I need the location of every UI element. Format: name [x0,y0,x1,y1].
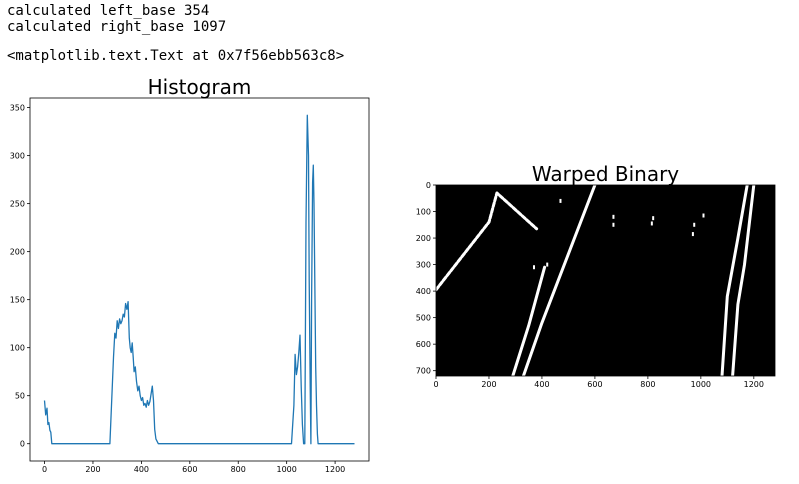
warped-xtick-label: 0 [433,380,438,389]
warped-xtick-label: 200 [481,380,496,389]
histogram-ytick-label: 100 [10,344,25,353]
histogram-xtick-label: 800 [231,465,246,474]
warped-ytick-label: 400 [416,287,431,296]
histogram-xtick-label: 1200 [325,465,345,474]
warped-ytick-label: 0 [426,181,431,190]
output-line-left-base: calculated left_base 354 [7,3,210,19]
output-text-repr: <matplotlib.text.Text at 0x7f56ebb563c8> [7,48,345,64]
lane-line-pixels [521,185,597,376]
warped-binary-title: Warped Binary [532,162,679,186]
white-pixel-blob [652,216,655,221]
warped-binary-pixels [436,185,756,376]
white-pixel-blob [702,213,705,218]
histogram-ytick-label: 50 [15,392,25,401]
white-pixel-blob [532,265,535,270]
histogram-xtick-label: 400 [134,465,149,474]
white-pixel-blob [650,221,653,226]
lane-line-pixels [720,185,749,376]
white-pixel-blob [559,198,562,203]
histogram-title: Histogram [148,75,252,99]
histogram-ytick-label: 250 [10,200,25,209]
warped-xtick-label: 800 [640,380,655,389]
white-pixel-blob [612,222,615,227]
white-pixel-blob [612,214,615,219]
warped-xtick-label: 400 [534,380,549,389]
lane-line-pixels [511,265,547,376]
warped-ytick-label: 200 [416,234,431,243]
warped-ytick-label: 500 [416,314,431,323]
warped-ytick-label: 700 [416,367,431,376]
histogram-xtick-label: 200 [85,465,100,474]
white-pixel-blob [546,262,549,267]
warped-ytick-label: 300 [416,261,431,270]
histogram-series-line [43,114,355,445]
lane-line-pixels [436,191,539,292]
histogram-ytick-label: 350 [10,104,25,113]
histogram-ytick-label: 300 [10,152,25,161]
warped-ytick-label: 100 [416,208,431,217]
warped-xtick-label: 1200 [744,380,764,389]
white-pixel-blob [691,232,694,237]
histogram-xtick-label: 0 [42,465,47,474]
histogram-ytick-label: 150 [10,296,25,305]
warped-xtick-label: 600 [587,380,602,389]
histogram-ytick-label: 200 [10,248,25,257]
histogram-xtick-label: 1000 [276,465,296,474]
warped-ytick-label: 600 [416,340,431,349]
white-pixel-blob [693,222,696,227]
warped-xtick-label: 1000 [691,380,711,389]
histogram-xtick-label: 600 [182,465,197,474]
warped-binary-image [436,185,775,376]
histogram-axes-frame [29,97,370,462]
warped-binary-axes-frame [435,184,776,377]
output-line-right-base: calculated right_base 1097 [7,19,227,35]
lane-line-pixels [731,185,756,376]
histogram-ytick-label: 0 [20,440,25,449]
